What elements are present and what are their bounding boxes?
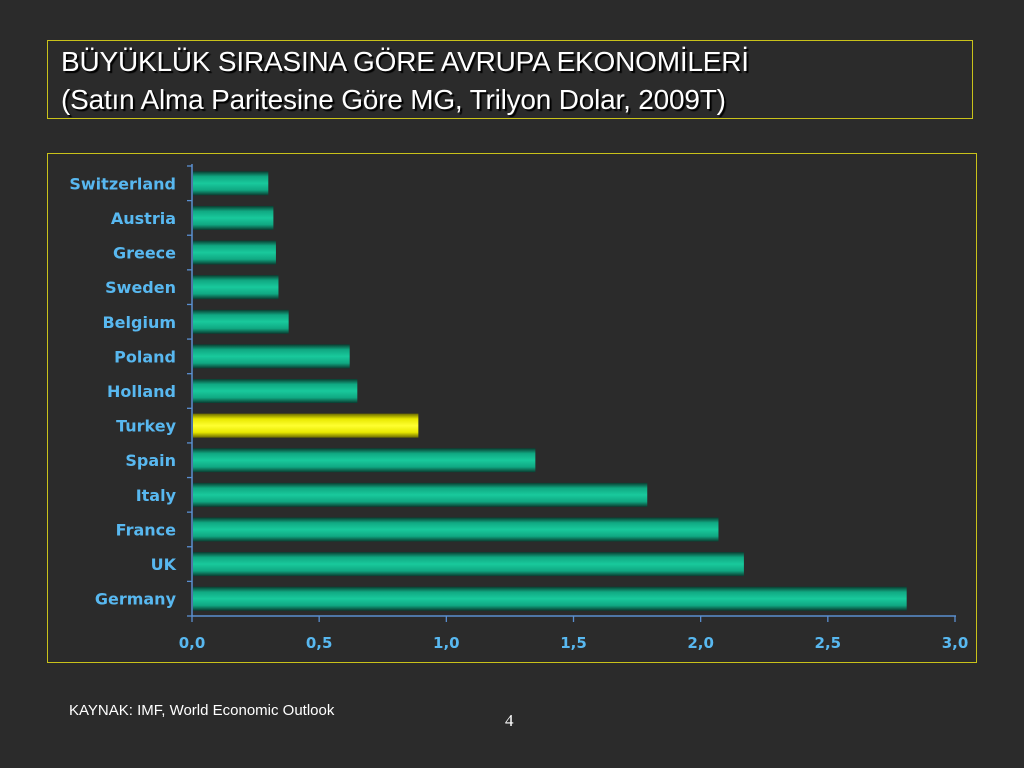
x-tick-label: 0,5 (306, 634, 333, 652)
bar-uk (193, 552, 744, 577)
x-tick-label: 3,0 (942, 634, 969, 652)
x-tick-label: 1,0 (433, 634, 460, 652)
x-tick-label: 1,5 (560, 634, 587, 652)
x-tick-label: 2,5 (815, 634, 842, 652)
bar-turkey (193, 413, 419, 438)
x-tick-label: 2,0 (687, 634, 714, 652)
chart-frame: Switzerland Austria Greece Sweden Belgium Pol… (47, 153, 977, 663)
bar-poland (193, 344, 350, 369)
category-label: Poland (114, 347, 176, 366)
x-tick-label: 0,0 (179, 634, 206, 652)
bar-austria (193, 205, 274, 230)
bar-sweden (193, 275, 279, 300)
category-label: France (116, 520, 176, 539)
bar-switzerland (193, 171, 269, 196)
category-label: Sweden (105, 278, 176, 297)
category-label: Italy (136, 486, 177, 505)
category-label: Switzerland (69, 174, 176, 193)
slide-title: BÜYÜKLÜK SIRASINA GÖRE AVRUPA EKONOMİLER… (61, 46, 749, 77)
bar-france (193, 517, 719, 542)
category-label: Austria (111, 209, 176, 228)
bar-holland (193, 379, 358, 403)
category-label: Holland (107, 382, 176, 401)
bar-italy (193, 482, 648, 507)
category-label: UK (151, 555, 177, 574)
bar-spain (193, 448, 536, 473)
page-number: 4 (505, 711, 514, 730)
bar-germany (193, 586, 907, 611)
title-box: BÜYÜKLÜK SIRASINA GÖRE AVRUPA EKONOMİLER… (47, 40, 973, 119)
bar-greece (193, 240, 276, 265)
bar-chart: Switzerland Austria Greece Sweden Belgium Pol… (69, 164, 969, 652)
category-label: Greece (113, 244, 176, 263)
bar-belgium (193, 309, 289, 334)
category-label: Spain (125, 451, 176, 470)
category-label: Germany (95, 590, 177, 609)
slide-subtitle: (Satın Alma Paritesine Göre MG, Trilyon … (61, 84, 726, 115)
category-label: Turkey (116, 417, 177, 436)
source-note: KAYNAK: IMF, World Economic Outlook (69, 702, 335, 719)
category-label: Belgium (102, 313, 176, 332)
